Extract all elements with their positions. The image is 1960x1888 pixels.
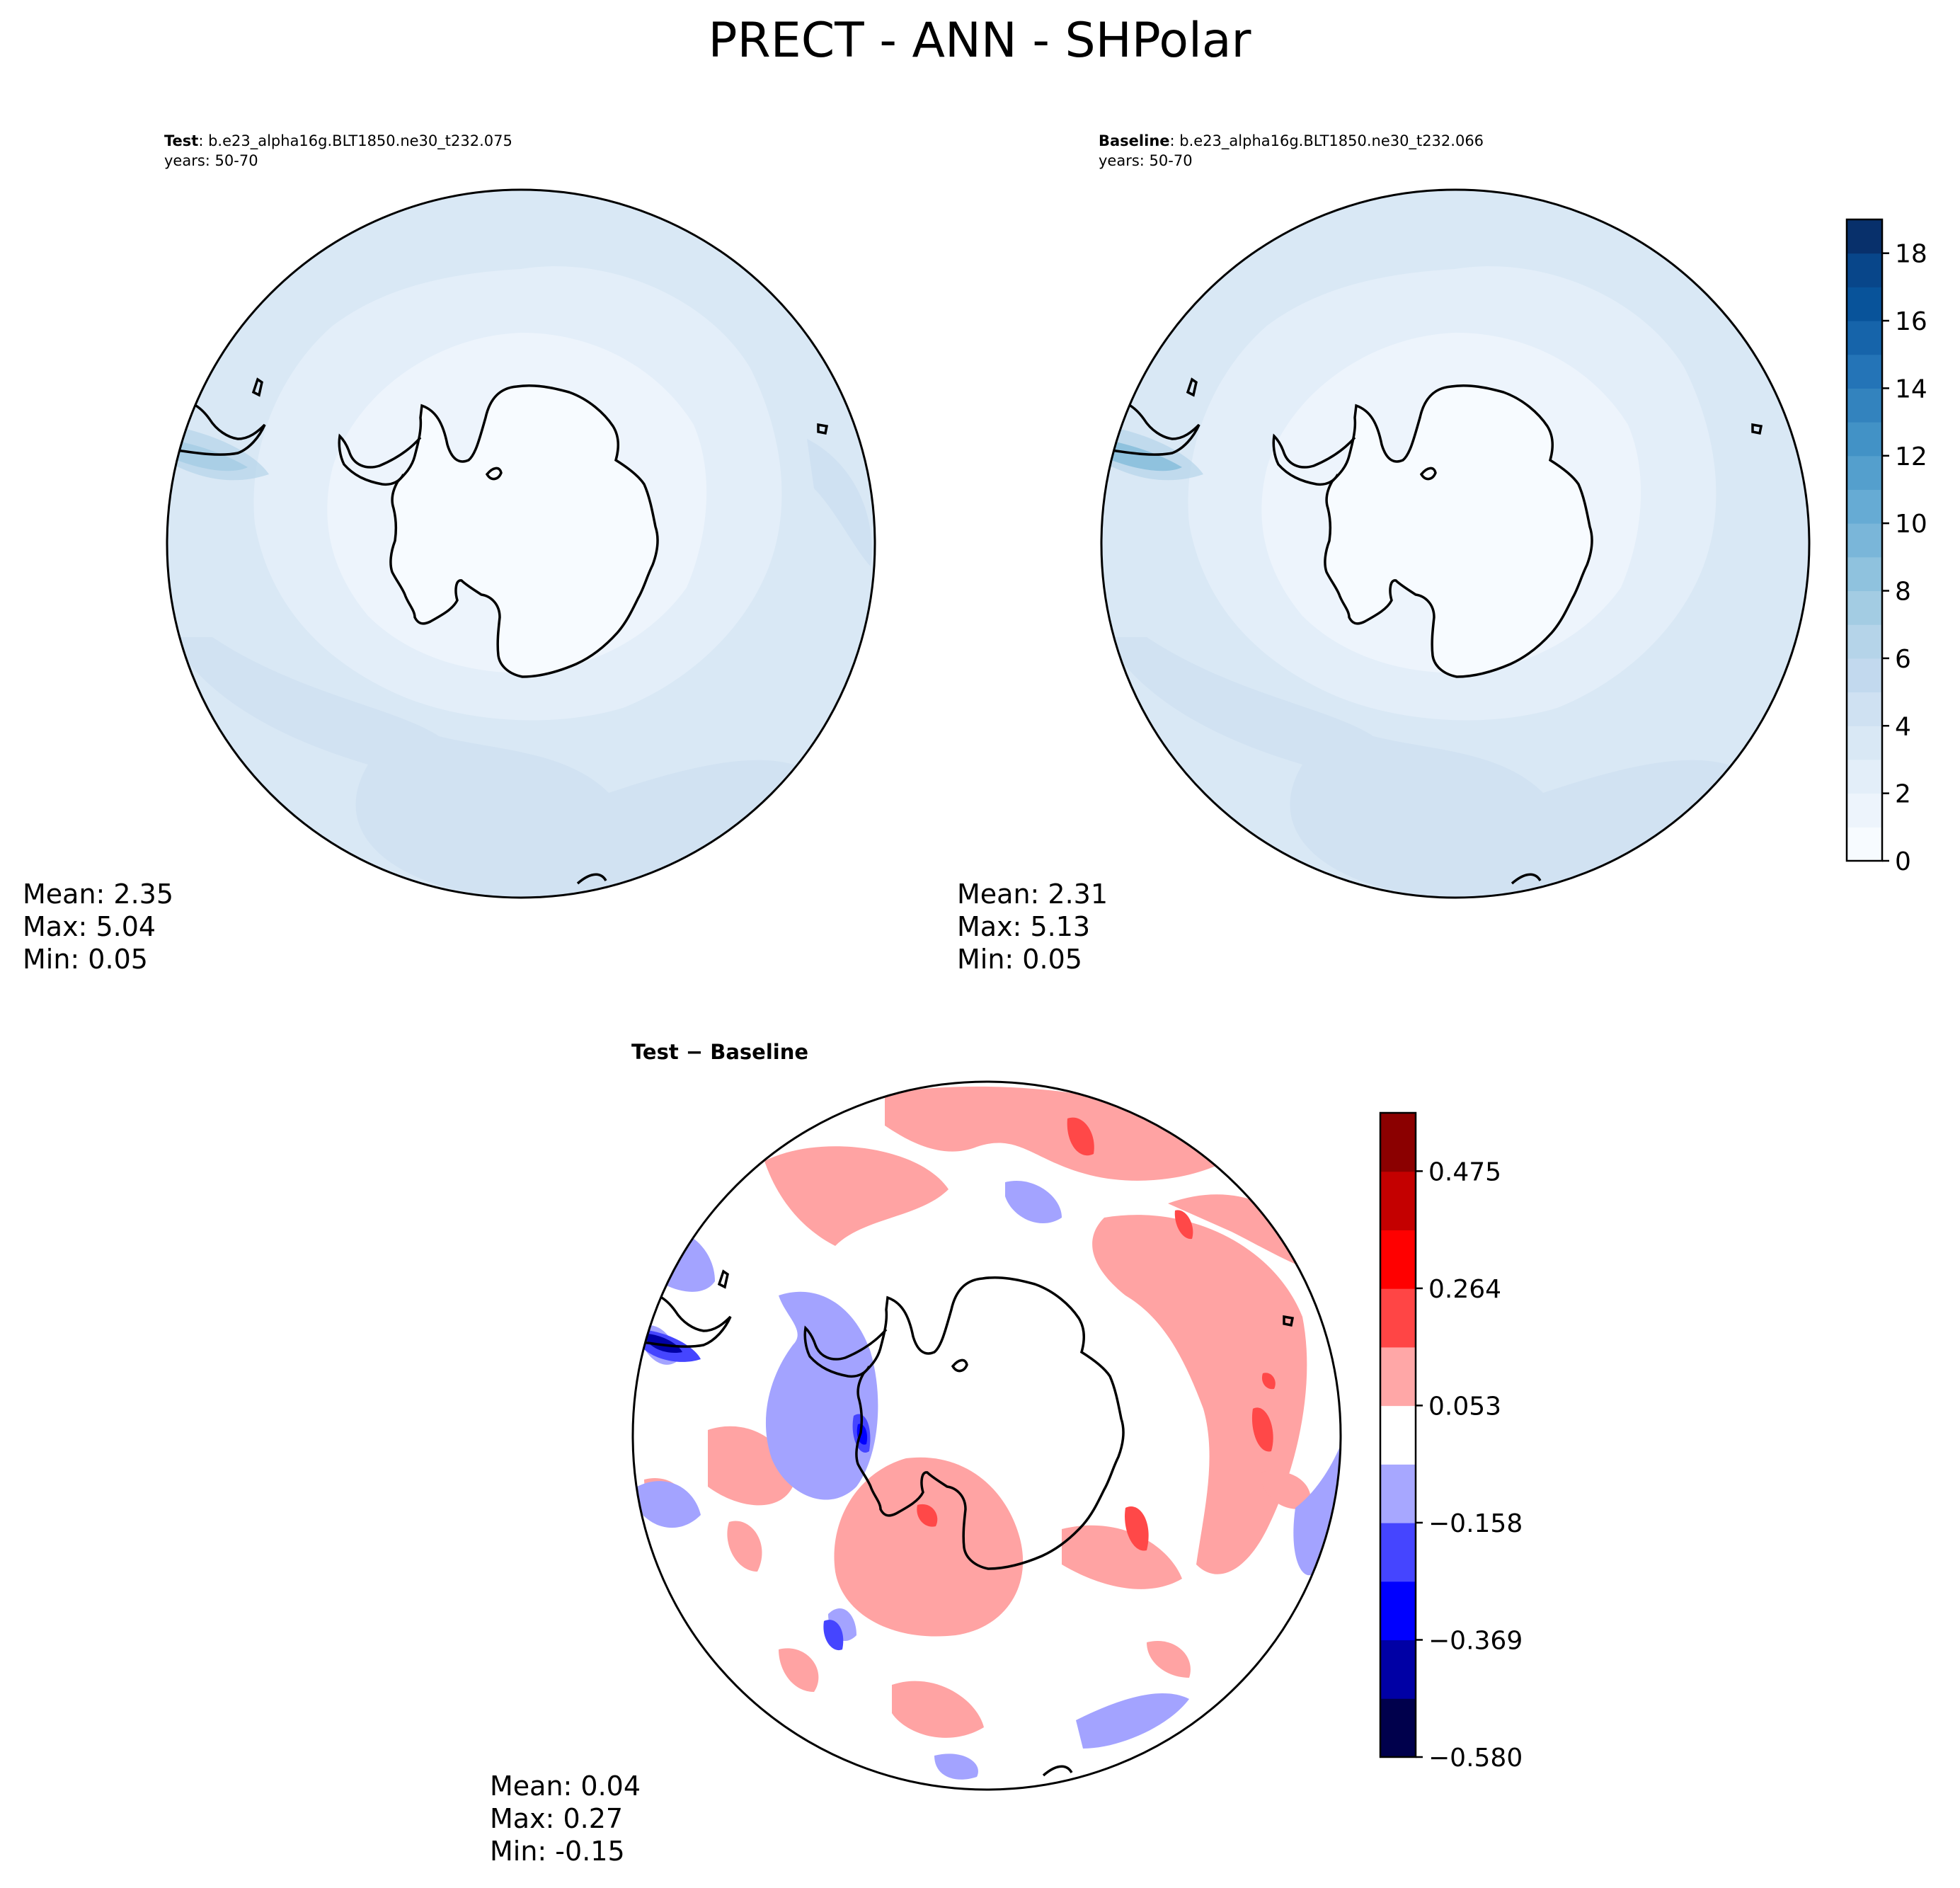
colorbar-blues-tick-label: 10 [1895,510,1927,539]
stats-test-max: Max: 5.04 [23,911,156,942]
stats-baseline-min: Min: 0.05 [957,944,1082,975]
stats-baseline-mean: Mean: 2.31 [957,879,1108,910]
coastlines [633,1269,1295,1777]
stats-test-min: Min: 0.05 [23,944,148,975]
contour-band-outer [170,637,821,898]
colorbar-diff-segment [1380,1698,1416,1758]
colorbar-diff-segment [1380,1230,1416,1289]
colorbar-blues-tick-label: 2 [1895,780,1911,809]
panel-baseline: Baseline: b.e23_alpha16g.BLT1850.ne30_t2… [957,132,1927,975]
colorbar-diff-segment [1380,1464,1416,1523]
colorbar-blues-segment [1847,219,1882,254]
colorbar-blues-tick-label: 18 [1895,240,1927,269]
polar-map-baseline [1101,190,1809,898]
colorbar-blues-frame [1845,218,1884,862]
colorbar-blues-tick-label: 14 [1895,374,1927,404]
colorbar-blues-segment [1847,489,1882,524]
contour-band-outer [1104,637,1755,898]
polar-map-baseline-boundary [1100,188,1811,899]
panel-test: Test: b.e23_alpha16g.BLT1850.ne30_t232.0… [23,132,876,975]
panel-difference-label: Test − Baseline [631,1040,808,1064]
colorbar-blues-segment [1847,590,1882,625]
colorbar-blues-segment [1847,624,1882,659]
panel-baseline-label-case: : b.e23_alpha16g.BLT1850.ne30_t232.066 [1170,132,1484,150]
colorbar-blues-tick-label: 8 [1895,578,1911,607]
colorbar-diff-tick-label: −0.580 [1428,1744,1523,1773]
colorbar-diff-segment [1380,1581,1416,1641]
colorbar-blues-tick-label: 12 [1895,442,1927,471]
polar-map-difference [633,1082,1341,1790]
panel-baseline-years: years: 50-70 [1099,152,1193,169]
colorbar-blues-segment [1847,658,1882,693]
panel-difference: Test − Baseline [490,1040,1523,1867]
colorbar-diff-segment [1380,1405,1416,1465]
panel-test-label-bold: Test [164,132,198,149]
colorbar-blues-tick-label: 16 [1895,307,1927,336]
polar-map-difference-boundary [631,1080,1342,1791]
colorbar-blues-segment [1847,692,1882,726]
colorbar-diff-tick-label: 0.475 [1428,1157,1501,1186]
panel-test-years: years: 50-70 [164,152,258,169]
contour-warm-spot [167,425,269,481]
colorbar-blues-tick-label: 6 [1895,645,1911,674]
colorbar-blues-tick-label: 4 [1895,712,1911,741]
contour-band-east [807,439,872,566]
colorbar-blues-segment [1847,523,1882,558]
stats-baseline-max: Max: 5.13 [957,911,1090,942]
colorbar-diff-segment [1380,1113,1416,1172]
colorbar-blues-segment [1847,388,1882,423]
panel-baseline-label-bold: Baseline [1099,132,1170,149]
polar-map-test [167,190,875,898]
colorbar-blues-segment [1847,455,1882,490]
colorbar-diff-segment [1380,1523,1416,1582]
colorbar-blues: 0 2 4 6 8 10 12 14 16 18 [1845,218,1927,876]
colorbar-diff-tick-label: −0.369 [1428,1626,1523,1655]
colorbar-diff-segment [1380,1640,1416,1699]
panel-test-label: Test: b.e23_alpha16g.BLT1850.ne30_t232.0… [164,132,512,150]
stats-difference-mean: Mean: 0.04 [490,1770,641,1802]
colorbar-blues-segment [1847,321,1882,355]
colorbar-diff-tick-label: 0.264 [1428,1275,1501,1304]
coastlines [1101,377,1763,885]
colorbar-diff-ticks: −0.580 −0.369 −0.158 0.053 0.264 0.475 [1416,1157,1523,1773]
colorbar-blues-tick-label: 0 [1895,847,1911,876]
colorbar-blues-segment [1847,827,1882,862]
colorbar-diff-segment [1380,1171,1416,1230]
diff-positive-strong [917,1117,1276,1551]
colorbar-blues-segment [1847,793,1882,828]
colorbar-blues-segment [1847,759,1882,794]
panel-baseline-label: Baseline: b.e23_alpha16g.BLT1850.ne30_t2… [1099,132,1484,150]
colorbar-blues-segment [1847,422,1882,457]
polar-map-test-boundary [166,188,876,899]
coastlines [167,377,829,885]
colorbar-blues-segment [1847,556,1882,592]
colorbar-blues-segment [1847,287,1882,321]
colorbar-diff-segment [1380,1346,1416,1407]
diff-positive-regions [644,1086,1324,1738]
colorbar-blues-segment [1847,726,1882,760]
colorbar-diff: −0.580 −0.369 −0.158 0.053 0.264 0.475 [1379,1111,1523,1773]
colorbar-diff-frame [1379,1111,1417,1758]
colorbar-blues-segments [1847,219,1882,862]
colorbar-diff-tick-label: −0.158 [1428,1509,1523,1538]
stats-difference-min: Min: -0.15 [490,1836,625,1867]
colorbar-blues-segment [1847,253,1882,287]
stats-difference-max: Max: 0.27 [490,1803,623,1834]
figure-title: PRECT - ANN - SHPolar [708,13,1251,69]
colorbar-diff-segments [1380,1113,1416,1758]
panel-test-label-case: : b.e23_alpha16g.BLT1850.ne30_t232.075 [198,132,512,150]
colorbar-diff-segment [1380,1288,1416,1348]
colorbar-diff-tick-label: 0.053 [1428,1392,1501,1421]
colorbar-blues-ticks: 0 2 4 6 8 10 12 14 16 18 [1882,240,1927,876]
stats-test-mean: Mean: 2.35 [23,879,173,910]
colorbar-blues-segment [1847,354,1882,389]
